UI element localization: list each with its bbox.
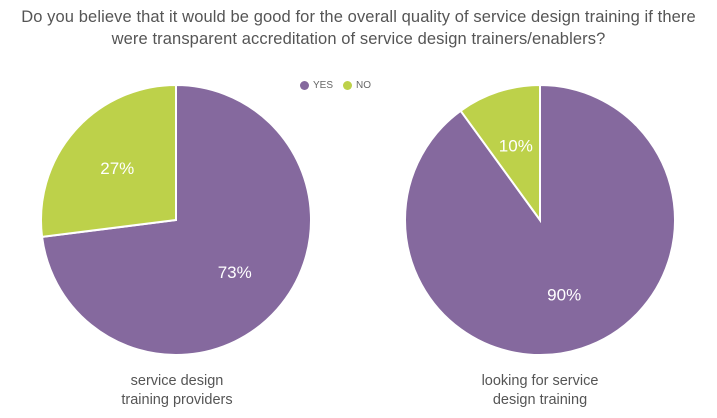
legend-label-no: NO	[356, 80, 372, 91]
pie-label-seekers-no: 10%	[499, 137, 533, 156]
legend-item-no: NO	[343, 80, 371, 91]
chart-title-line2: were transparent accreditation of servic…	[111, 30, 606, 48]
pie-caption-providers-line2: training providers	[121, 392, 233, 408]
legend-swatch-no	[343, 81, 353, 90]
pie-caption-providers-line1: service design	[130, 373, 224, 389]
pie-caption-providers: service design training providers	[67, 372, 287, 410]
pie-slice-providers-no	[40, 83, 177, 239]
legend-item-yes: YES	[300, 80, 333, 91]
pie-caption-seekers-line2: design training	[492, 392, 588, 408]
pie-slice-seekers-no	[459, 83, 541, 224]
chart-title: Do you believe that it would be good for…	[0, 6, 717, 50]
pie-label-providers-no: 27%	[100, 159, 134, 178]
legend-label-yes: YES	[313, 80, 334, 91]
legend: YES NO	[300, 80, 381, 91]
pie-caption-seekers-line1: looking for service	[481, 373, 599, 389]
legend-swatch-yes	[300, 81, 309, 90]
chart-title-line1: Do you believe that it would be good for…	[21, 8, 696, 26]
pie-caption-seekers: looking for service design training	[430, 372, 650, 410]
pie-label-providers-yes: 73%	[218, 263, 252, 282]
pie-label-seekers-yes: 90%	[547, 285, 581, 304]
